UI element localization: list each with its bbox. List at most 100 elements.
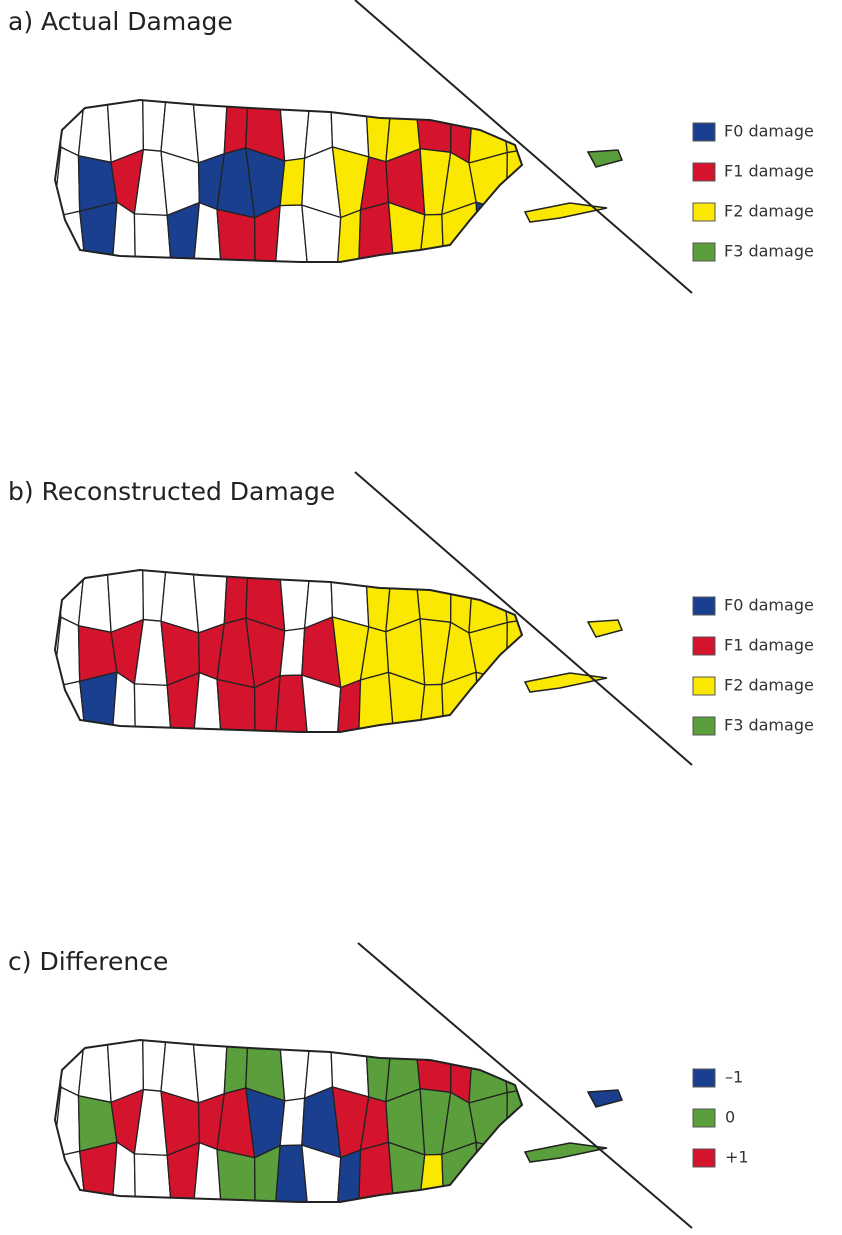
municipality — [303, 570, 334, 630]
legend-swatch — [692, 202, 716, 222]
municipality — [412, 570, 452, 624]
municipality — [303, 100, 334, 160]
legend-label: F3 damage — [724, 242, 814, 261]
municipality — [385, 1040, 421, 1103]
legend-swatch — [692, 636, 716, 656]
municipality — [301, 1144, 342, 1202]
island-outline — [53, 1038, 524, 1203]
municipality — [216, 1148, 256, 1202]
municipality — [166, 671, 201, 732]
vieques — [523, 202, 608, 223]
municipality — [272, 1144, 312, 1202]
municipality — [335, 679, 362, 732]
legend-swatch — [692, 242, 716, 262]
municipality — [108, 670, 137, 732]
legend-swatch — [692, 122, 716, 142]
municipality — [166, 1141, 201, 1202]
municipality — [412, 100, 452, 154]
legend-swatch — [692, 1148, 716, 1168]
municipality — [133, 213, 174, 262]
municipality — [223, 570, 250, 625]
municipality — [441, 671, 482, 732]
legend-label: +1 — [725, 1148, 749, 1167]
island-outline — [53, 98, 524, 263]
municipality — [475, 671, 508, 732]
culebra — [586, 619, 624, 638]
municipality — [160, 570, 200, 634]
legend-swatch — [692, 1108, 716, 1128]
municipality — [253, 204, 281, 262]
municipality — [77, 1040, 112, 1104]
municipality — [189, 1141, 224, 1202]
municipality — [441, 1141, 482, 1202]
legend-swatch — [692, 162, 716, 182]
municipality — [329, 1040, 370, 1098]
municipality — [385, 570, 421, 633]
map — [55, 570, 522, 732]
municipality — [104, 570, 145, 634]
storm-track — [354, 471, 693, 766]
municipality — [253, 1144, 281, 1202]
storm-track — [357, 942, 693, 1229]
municipality — [253, 674, 281, 732]
municipality — [133, 683, 174, 732]
municipality — [335, 209, 362, 262]
culebra — [586, 149, 624, 168]
municipality — [303, 1040, 334, 1100]
municipality — [77, 570, 112, 634]
municipality — [412, 1040, 452, 1094]
municipality — [475, 1141, 508, 1202]
municipality — [104, 1040, 145, 1104]
municipality — [475, 201, 508, 262]
legend-label: F1 damage — [724, 162, 814, 181]
legend-label: F2 damage — [724, 676, 814, 695]
legend-swatch — [692, 1068, 716, 1088]
municipality — [329, 100, 370, 158]
municipality — [189, 201, 224, 262]
municipality — [272, 674, 312, 732]
municipality — [357, 201, 398, 262]
municipality — [385, 100, 421, 163]
municipality — [216, 678, 256, 732]
municipality — [77, 100, 112, 164]
panel-title: c) Difference — [8, 947, 168, 976]
storm-track — [354, 0, 693, 294]
panel-title: a) Actual Damage — [8, 7, 233, 36]
municipality — [108, 200, 137, 262]
municipality — [166, 201, 201, 262]
legend-swatch — [692, 676, 716, 696]
municipality — [78, 1141, 118, 1202]
legend-label: F3 damage — [724, 716, 814, 735]
municipality — [189, 671, 224, 732]
municipality — [441, 201, 482, 262]
municipality — [468, 100, 509, 164]
legend-label: F2 damage — [724, 202, 814, 221]
municipality — [497, 209, 522, 262]
municipality — [160, 1040, 200, 1104]
municipality — [223, 100, 250, 155]
municipality — [468, 570, 509, 634]
legend-swatch — [692, 596, 716, 616]
municipality — [357, 671, 398, 732]
island-outline — [53, 568, 524, 733]
municipality — [279, 1097, 306, 1147]
legend-label: F1 damage — [724, 636, 814, 655]
municipality — [301, 674, 342, 732]
panel-title: b) Reconstructed Damage — [8, 477, 335, 506]
municipality — [223, 1040, 250, 1095]
municipality — [279, 627, 306, 677]
legend-label: 0 — [725, 1108, 735, 1127]
vieques — [523, 672, 608, 693]
municipality — [133, 1153, 174, 1202]
municipality — [357, 1141, 398, 1202]
municipality — [245, 1040, 286, 1102]
municipality — [497, 679, 522, 732]
municipality — [108, 1140, 137, 1202]
municipality — [245, 570, 286, 632]
municipality — [104, 100, 145, 164]
legend-label: F0 damage — [724, 122, 814, 141]
municipality — [497, 1149, 522, 1202]
culebra — [586, 1089, 624, 1108]
municipality — [272, 204, 312, 262]
